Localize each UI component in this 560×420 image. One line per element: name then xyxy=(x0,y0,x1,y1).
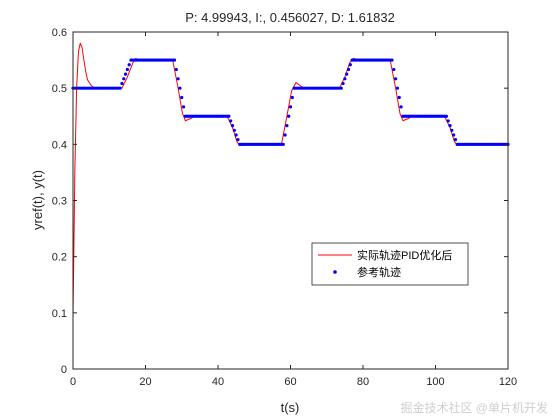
reference-point xyxy=(180,95,184,100)
x-axis-label: t(s) xyxy=(281,400,300,415)
reference-point xyxy=(281,142,285,146)
reference-point xyxy=(120,81,124,86)
reference-point xyxy=(346,67,351,72)
reference-point xyxy=(288,105,293,109)
reference-point xyxy=(127,63,131,67)
reference-point xyxy=(290,95,294,100)
reference-point xyxy=(394,77,398,81)
reference-point xyxy=(227,114,231,118)
reference-point xyxy=(283,133,287,137)
reference-point xyxy=(341,81,345,86)
plot-area xyxy=(73,32,508,369)
reference-point xyxy=(285,124,289,128)
y-axis: 0 0.1 0.2 0.3 0.4 0.5 0.6 xyxy=(52,27,508,376)
reference-point xyxy=(178,86,182,90)
legend-box xyxy=(311,242,469,286)
reference-point xyxy=(118,86,122,90)
y-tick-label: 0.3 xyxy=(52,196,67,208)
reference-point xyxy=(172,58,177,62)
reference-point xyxy=(234,133,238,137)
reference-point xyxy=(348,63,352,67)
y-tick-label: 0 xyxy=(61,364,67,376)
reference-point xyxy=(452,133,456,137)
legend-swatch-reference xyxy=(333,270,337,274)
x-tick-label: 20 xyxy=(139,376,151,388)
reference-point xyxy=(399,105,403,109)
reference-point xyxy=(176,77,180,81)
actual-trajectory-layer xyxy=(72,42,508,319)
x-axis: 0 20 40 60 80 100 120 xyxy=(70,32,517,388)
legend-label-reference: 参考轨迹 xyxy=(357,265,401,279)
actual-trajectory-line xyxy=(72,42,508,319)
reference-point xyxy=(174,67,178,72)
reference-point xyxy=(125,67,129,72)
x-tick-label: 0 xyxy=(70,376,76,388)
reference-point xyxy=(232,128,236,132)
chart-title: P: 4.99943, I:, 0.456027, D: 1.61832 xyxy=(185,10,395,25)
reference-point xyxy=(123,72,128,76)
reference-point xyxy=(450,128,454,132)
x-tick-label: 100 xyxy=(426,376,444,388)
reference-point xyxy=(287,114,291,118)
watermark-text: 掘金技术社区 @单片机开发 xyxy=(400,400,548,415)
reference-point xyxy=(395,86,400,90)
reference-point xyxy=(345,72,349,76)
y-tick-label: 0.6 xyxy=(52,27,67,39)
reference-point xyxy=(448,124,452,128)
y-tick-label: 0.5 xyxy=(52,83,67,95)
reference-point xyxy=(453,138,458,142)
reference-trajectory-layer xyxy=(71,58,510,146)
reference-point xyxy=(339,86,343,90)
y-tick-label: 0.4 xyxy=(52,139,67,151)
legend: 实际轨迹PID优化后 参考轨迹 xyxy=(311,242,469,286)
reference-point xyxy=(390,58,394,62)
y-tick-label: 0.2 xyxy=(52,252,67,264)
x-tick-label: 120 xyxy=(499,376,517,388)
reference-point xyxy=(397,95,401,100)
reference-point xyxy=(343,77,347,81)
reference-point xyxy=(230,124,235,128)
x-tick-label: 40 xyxy=(212,376,224,388)
reference-point xyxy=(229,119,233,123)
x-tick-label: 60 xyxy=(284,376,296,388)
reference-point xyxy=(446,119,450,123)
reference-point xyxy=(122,77,126,81)
legend-label-actual: 实际轨迹PID优化后 xyxy=(357,248,452,262)
y-tick-label: 0.1 xyxy=(52,308,67,320)
x-tick-label: 80 xyxy=(357,376,369,388)
y-axis-label: yref(t), y(t) xyxy=(30,170,45,230)
reference-point xyxy=(392,67,396,72)
reference-point xyxy=(181,105,186,109)
reference-point xyxy=(444,114,448,118)
reference-point xyxy=(236,138,240,142)
